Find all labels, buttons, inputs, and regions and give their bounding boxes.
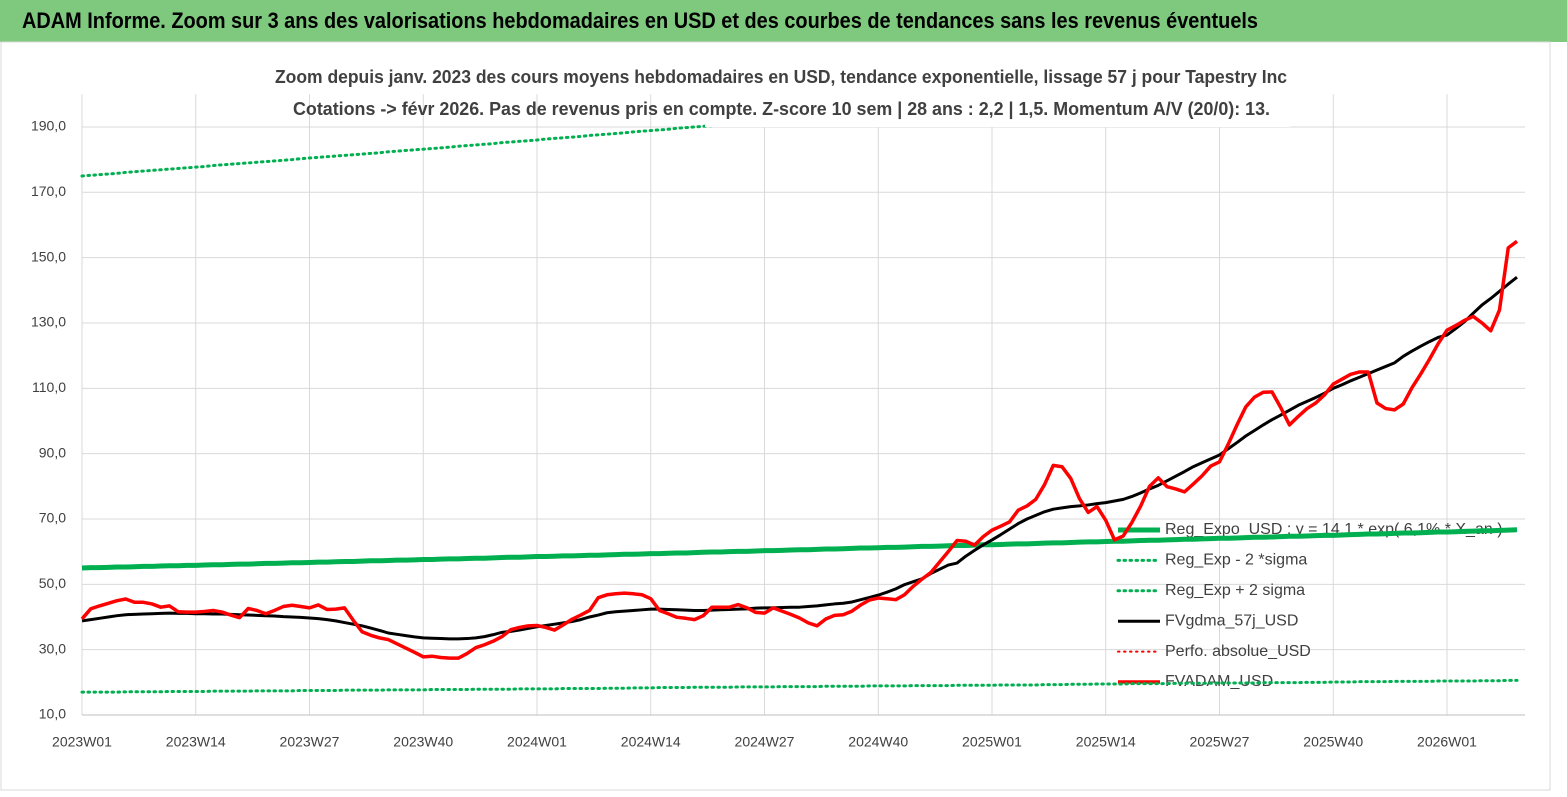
y-tick-label: 150,0 — [31, 248, 66, 264]
y-tick-label: 70,0 — [39, 510, 66, 526]
y-tick-label: 130,0 — [31, 314, 66, 330]
x-tick-label: 2024W01 — [507, 734, 567, 750]
chart-title: ADAM Informe. Zoom sur 3 ans des valoris… — [22, 8, 1258, 33]
chart-subtitle: Zoom depuis janv. 2023 des cours moyens … — [275, 67, 1287, 87]
subtitle-box — [705, 55, 1290, 127]
series-line — [80, 678, 1519, 694]
series-line — [80, 239, 1519, 660]
y-tick-label: 170,0 — [31, 183, 66, 199]
x-tick-label: 2023W14 — [166, 734, 226, 750]
legend-label: Reg_Exp + 2 sigma — [1165, 582, 1305, 599]
y-tick-label: 50,0 — [39, 575, 66, 591]
legend-label: Reg_Exp - 2 *sigma — [1165, 552, 1307, 569]
x-tick-label: 2025W14 — [1076, 734, 1136, 750]
y-tick-label: 90,0 — [39, 444, 66, 460]
chart-subtitle: Cotations -> févr 2026. Pas de revenus p… — [293, 99, 1270, 119]
x-tick-label: 2024W27 — [735, 734, 795, 750]
chart-frame — [0, 41, 1551, 791]
y-tick-label: 10,0 — [39, 706, 66, 722]
legend-label: FVgdma_57j_USD — [1165, 612, 1298, 629]
x-tick-label: 2023W40 — [393, 734, 453, 750]
x-tick-label: 2024W14 — [621, 734, 681, 750]
y-tick-label: 190,0 — [31, 118, 66, 134]
legend-label: FVADAM_USD — [1165, 673, 1273, 690]
x-tick-label: 2025W01 — [962, 734, 1022, 750]
y-tick-label: 110,0 — [32, 379, 66, 395]
x-tick-label: 2023W27 — [280, 734, 340, 750]
x-tick-label: 2026W01 — [1417, 734, 1477, 750]
x-tick-label: 2023W01 — [52, 734, 112, 750]
header-bar — [0, 0, 1567, 42]
series-line — [81, 527, 1518, 571]
x-tick-label: 2025W27 — [1190, 734, 1250, 750]
y-tick-label: 30,0 — [39, 640, 66, 656]
x-tick-label: 2025W40 — [1303, 734, 1363, 750]
x-tick-label: 2024W40 — [848, 734, 908, 750]
legend-label: Perfo. absolue_USD — [1165, 643, 1311, 660]
series-line — [81, 276, 1518, 641]
